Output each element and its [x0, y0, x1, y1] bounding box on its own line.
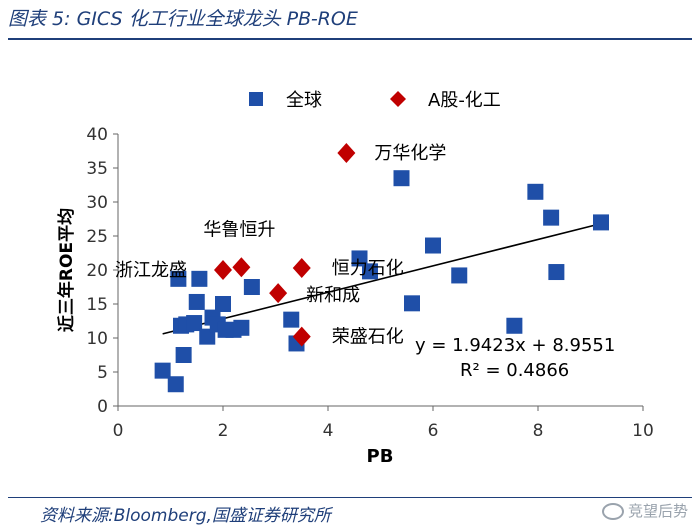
x-axis-title: PB [367, 446, 394, 467]
x-tick-label: 8 [533, 421, 544, 441]
y-tick-label: 10 [86, 329, 108, 349]
global-point [425, 237, 441, 254]
a-share-point [292, 257, 311, 278]
global-point [548, 264, 565, 281]
a-share-point [292, 326, 311, 347]
global-point [393, 170, 410, 187]
legend-a-share-marker [390, 91, 406, 107]
axes: 0 5 10 15 20 25 30 35 40 0 2 4 6 8 10 PB 近三年ROE平均 [56, 125, 654, 467]
x-tick-label: 10 [632, 421, 654, 441]
legend-a-share-label: A股-化工 [428, 90, 501, 111]
a-share-point-label: 华鲁恒升 [203, 219, 275, 240]
x-tick-label: 0 [113, 421, 124, 441]
global-point [199, 328, 216, 345]
global-point [154, 362, 171, 379]
y-axis-title: 近三年ROE平均 [56, 208, 77, 332]
global-point [527, 183, 544, 200]
x-tick-label: 6 [428, 421, 439, 441]
y-tick-label: 15 [86, 295, 108, 315]
watermark-text: 竞望后势 [627, 502, 688, 520]
watermark: 竞望后势 [601, 500, 688, 521]
y-tick-label: 35 [86, 159, 108, 179]
global-point [175, 347, 192, 363]
y-tick-label: 0 [97, 397, 108, 417]
y-tick-label: 30 [86, 193, 108, 213]
y-tick-label: 20 [86, 261, 108, 281]
legend: 全球 A股-化工 [249, 90, 501, 111]
global-point [362, 263, 378, 280]
x-tick-label: 4 [323, 421, 334, 441]
global-point [170, 270, 187, 287]
legend-global-label: 全球 [286, 90, 322, 111]
trendline-layer: y = 1.9423x + 8.9551 R² = 0.4866 [162, 222, 615, 381]
a-share-point-label: 浙江龙盛 [115, 260, 187, 281]
global-point [506, 317, 523, 334]
global-point [191, 270, 208, 287]
a-share-point-label: 荣盛石化 [332, 327, 404, 348]
x-tick-label: 2 [218, 421, 229, 441]
title-divider [8, 38, 692, 40]
footer-divider [8, 497, 692, 498]
a-share-point [232, 257, 251, 278]
y-tick-label: 5 [97, 363, 108, 383]
wechat-icon [601, 503, 624, 520]
y-tick-label: 25 [86, 227, 108, 247]
a-share-point [214, 260, 232, 280]
a-share-point-label: 新和成 [306, 285, 360, 306]
global-point [351, 250, 368, 267]
trendline-equation: y = 1.9423x + 8.9551 [415, 335, 615, 356]
global-point [243, 279, 260, 295]
global-point [186, 315, 203, 332]
a-share-point [269, 283, 288, 304]
a-share-point-label: 恒力石化 [332, 258, 404, 279]
legend-global-marker [249, 92, 263, 106]
y-tick-label: 40 [86, 125, 108, 145]
global-point [593, 214, 609, 231]
global-point [167, 376, 184, 393]
data-points [154, 143, 609, 393]
global-point [451, 267, 468, 284]
global-point [233, 319, 250, 336]
trendline-r-squared: R² = 0.4866 [460, 360, 569, 381]
a-share-point [337, 143, 356, 164]
global-point [283, 311, 300, 328]
a-share-point-label: 万华化学 [374, 143, 446, 164]
trendline [162, 222, 602, 335]
global-point [404, 295, 420, 312]
global-point [543, 209, 560, 226]
source-note: 资料来源:Bloomberg,国盛证券研究所 [40, 506, 331, 526]
global-point [188, 293, 205, 310]
global-point [215, 296, 231, 312]
figure-title: 图表 5: GICS 化工行业全球龙头 PB-ROE [8, 8, 358, 30]
